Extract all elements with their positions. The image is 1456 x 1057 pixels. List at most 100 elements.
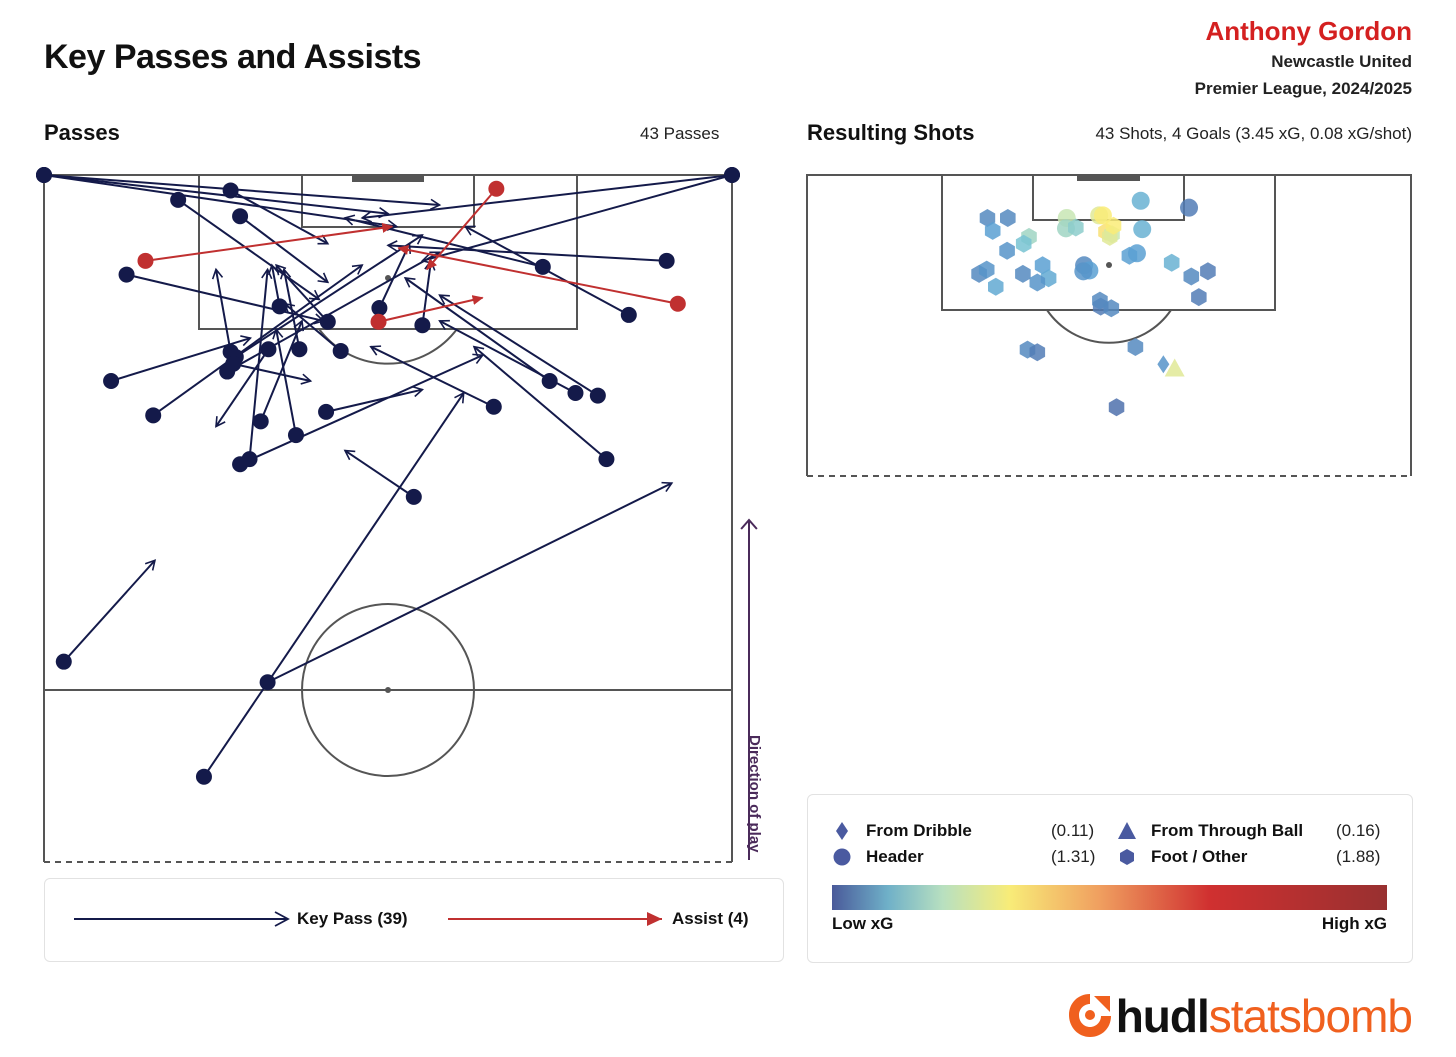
key-pass-start-point-26 bbox=[252, 413, 269, 430]
key-pass-start-point-13 bbox=[371, 300, 388, 317]
key-pass-line-5 bbox=[230, 189, 330, 245]
key-pass-line-9 bbox=[386, 240, 667, 262]
key-pass-line-2 bbox=[43, 174, 390, 219]
key-pass-line-28 bbox=[403, 277, 551, 382]
assist-start-point-2 bbox=[488, 180, 505, 197]
key-pass-start-point-31 bbox=[598, 451, 615, 468]
key-pass-start-point-33 bbox=[55, 653, 72, 670]
key-pass-line-26 bbox=[259, 319, 304, 422]
passes-count: 43 Passes bbox=[640, 124, 720, 143]
shot-marker-16 bbox=[1034, 256, 1051, 275]
key-pass-start-point-8 bbox=[118, 266, 135, 283]
shot-marker-15 bbox=[999, 241, 1015, 260]
hudl-statsbomb-logo: hudl statsbomb bbox=[1064, 988, 1413, 1044]
shot-marker-2 bbox=[1015, 234, 1032, 253]
assist-line-3 bbox=[378, 295, 484, 323]
shots-legend bbox=[807, 794, 1413, 963]
key-pass-start-point-9 bbox=[658, 252, 675, 269]
legend-from-dribble-label: From Dribble bbox=[866, 821, 972, 840]
key-pass-line-36 bbox=[369, 345, 495, 408]
shots-penalty-spot bbox=[1106, 262, 1112, 268]
key-pass-line-35 bbox=[203, 391, 465, 778]
legend-key-pass-label: Key Pass (39) bbox=[297, 909, 408, 928]
assist-start-point-0 bbox=[137, 252, 154, 269]
shot-marker-10 bbox=[1105, 216, 1122, 235]
key-pass-start-point-25 bbox=[232, 456, 249, 473]
key-pass-start-point-15 bbox=[414, 317, 431, 334]
legend-header-label: Header bbox=[866, 847, 924, 866]
passes-layer bbox=[36, 167, 740, 785]
key-pass-line-21 bbox=[232, 362, 313, 385]
shot-marker-40 bbox=[1157, 355, 1170, 374]
shot-marker-38 bbox=[1029, 343, 1046, 362]
key-pass-line-1 bbox=[43, 174, 399, 231]
shot-marker-33 bbox=[1183, 267, 1200, 286]
legend-through-ball-value: (0.16) bbox=[1336, 821, 1381, 840]
key-pass-start-point-37 bbox=[291, 341, 308, 358]
shots-summary: 43 Shots, 4 Goals (3.45 xG, 0.08 xG/shot… bbox=[1095, 124, 1412, 143]
key-pass-line-38 bbox=[283, 302, 342, 352]
shot-marker-13 bbox=[1133, 220, 1152, 239]
key-pass-line-3 bbox=[360, 174, 733, 223]
assist-line-0 bbox=[145, 222, 394, 262]
key-pass-start-point-32 bbox=[405, 488, 422, 505]
key-pass-start-point-2 bbox=[36, 167, 52, 183]
shot-marker-27 bbox=[1029, 273, 1046, 292]
passes-pitch bbox=[43, 174, 733, 863]
key-pass-start-point-10 bbox=[534, 258, 551, 275]
key-pass-line-27 bbox=[215, 348, 270, 428]
key-pass-line-23 bbox=[272, 327, 297, 436]
page-title: Key Passes and Assists bbox=[44, 38, 422, 76]
key-pass-start-point-4 bbox=[724, 167, 740, 183]
key-pass-start-point-21 bbox=[225, 355, 242, 372]
logo-statsbomb-text: statsbomb bbox=[1208, 990, 1413, 1042]
key-pass-start-point-7 bbox=[232, 208, 249, 225]
assist-start-point-3 bbox=[370, 313, 387, 330]
key-pass-line-31 bbox=[472, 345, 608, 460]
shot-marker-26 bbox=[1015, 264, 1031, 283]
key-pass-line-17 bbox=[235, 234, 424, 358]
key-pass-start-point-20 bbox=[145, 407, 162, 424]
key-pass-line-6 bbox=[177, 199, 321, 301]
statsbomb-logo-icon bbox=[1068, 994, 1111, 1037]
team-name: Newcastle United bbox=[1271, 52, 1412, 71]
key-pass-start-point-30 bbox=[589, 387, 606, 404]
key-pass-start-point-38 bbox=[332, 342, 349, 359]
shot-marker-12 bbox=[1131, 191, 1150, 210]
key-pass-line-0 bbox=[43, 174, 442, 211]
key-pass-start-point-11 bbox=[271, 298, 288, 315]
shot-marker-20 bbox=[1074, 262, 1093, 281]
legend-from-dribble-value: (0.11) bbox=[1051, 821, 1095, 840]
shot-marker-22 bbox=[1127, 244, 1146, 263]
competition-label: Premier League, 2024/2025 bbox=[1194, 79, 1412, 98]
shot-marker-34 bbox=[1200, 262, 1216, 281]
shot-marker-32 bbox=[1163, 253, 1180, 272]
shots-layer bbox=[971, 191, 1216, 417]
key-pass-line-25 bbox=[239, 353, 485, 466]
legend-foot-other-label: Foot / Other bbox=[1151, 847, 1248, 866]
passes-panel-title: Passes bbox=[44, 120, 120, 145]
direction-label: Direction of play bbox=[746, 735, 763, 853]
key-pass-start-point-6 bbox=[170, 191, 187, 208]
assist-line-2 bbox=[425, 188, 498, 271]
key-pass-line-4 bbox=[420, 174, 733, 265]
key-pass-start-point-22 bbox=[318, 403, 335, 420]
assist-line-1 bbox=[397, 245, 679, 305]
shot-marker-42 bbox=[1108, 398, 1125, 417]
shot-marker-14 bbox=[1180, 198, 1199, 217]
shots-penalty-arc bbox=[1046, 309, 1172, 344]
legend-assist-label: Assist (4) bbox=[672, 909, 749, 928]
key-pass-start-point-36 bbox=[485, 398, 502, 415]
shot-marker-41 bbox=[1164, 358, 1185, 377]
key-pass-start-point-34 bbox=[259, 674, 276, 691]
shot-marker-36 bbox=[1103, 299, 1120, 318]
key-pass-start-point-28 bbox=[541, 373, 558, 389]
shots-goal bbox=[1077, 175, 1140, 181]
key-pass-line-7 bbox=[239, 215, 330, 284]
key-pass-start-point-23 bbox=[287, 427, 304, 444]
legend-foot-other-value: (1.88) bbox=[1336, 847, 1381, 866]
logo-hudl-text: hudl bbox=[1115, 990, 1210, 1042]
shot-marker-39 bbox=[1127, 338, 1144, 356]
key-pass-line-10 bbox=[343, 214, 544, 268]
